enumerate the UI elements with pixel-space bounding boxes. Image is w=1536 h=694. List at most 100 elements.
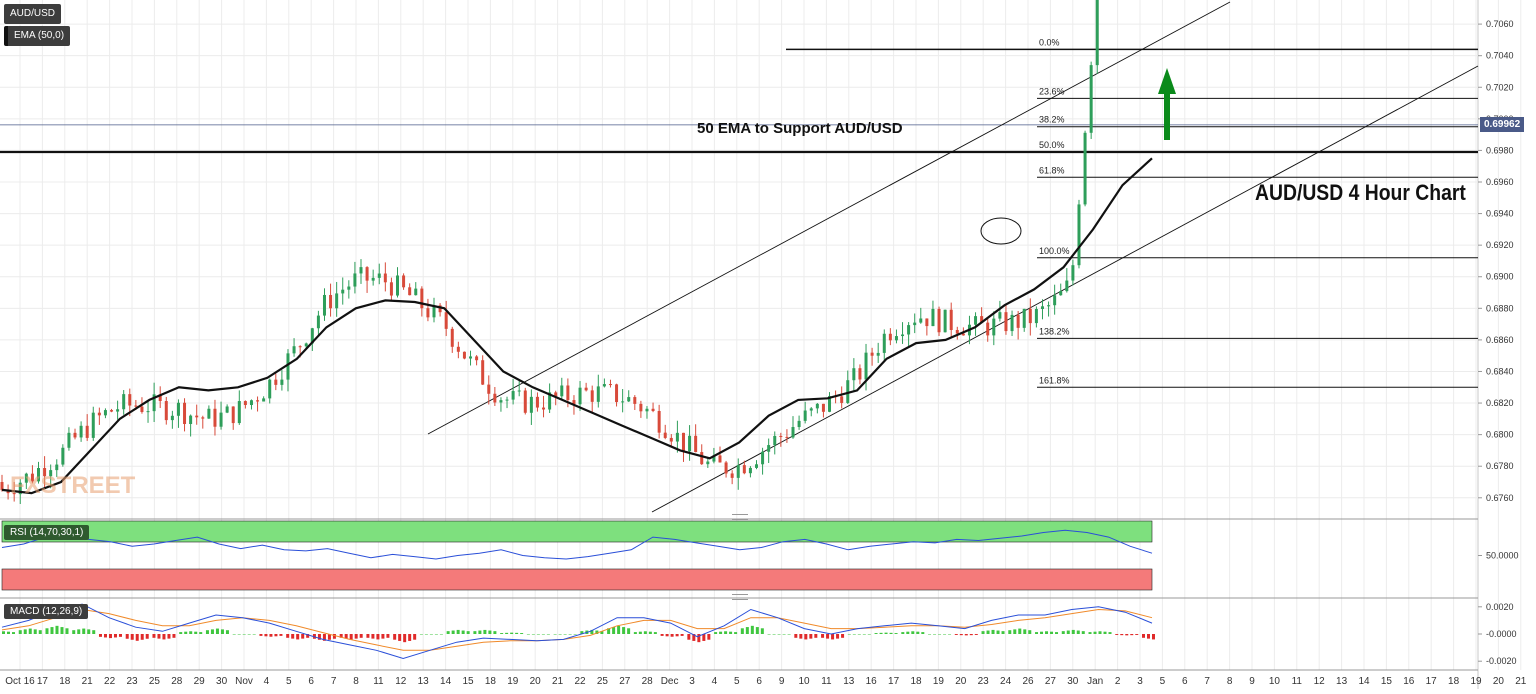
x-tick-label: 7 xyxy=(331,676,337,687)
macd-histogram-bar xyxy=(510,632,514,634)
candle xyxy=(55,459,59,478)
x-tick-label: 9 xyxy=(1249,676,1255,687)
y-tick-label: 0.6820 xyxy=(1486,398,1514,408)
x-tick-label: 20 xyxy=(1493,676,1505,687)
macd-histogram-bar xyxy=(456,629,460,634)
macd-histogram-bar xyxy=(194,631,198,634)
macd-histogram-bar xyxy=(906,631,910,634)
fib-level-label: 100.0% xyxy=(1039,246,1070,256)
x-tick-label: 16 xyxy=(866,676,878,687)
macd-histogram-bar xyxy=(607,628,611,634)
macd-histogram-bar xyxy=(483,629,487,634)
candle xyxy=(639,400,643,418)
candle xyxy=(669,434,673,448)
candle xyxy=(688,425,692,461)
y-tick-label: 0.7020 xyxy=(1486,82,1514,92)
x-tick-label: 3 xyxy=(1137,676,1143,687)
macd-tick-label: 0.0020 xyxy=(1486,602,1514,612)
symbol-label[interactable]: AUD/USD xyxy=(4,4,62,24)
candle xyxy=(736,458,740,490)
macd-histogram-bar xyxy=(921,632,925,634)
candle xyxy=(158,386,162,409)
macd-histogram-bar xyxy=(660,634,664,636)
macd-histogram-bar xyxy=(1130,634,1134,636)
macd-histogram-bar xyxy=(237,634,241,635)
candle xyxy=(1077,199,1081,269)
macd-histogram-bar xyxy=(157,634,161,639)
macd-histogram-bar xyxy=(306,634,310,638)
y-tick-label: 0.6960 xyxy=(1486,177,1514,187)
rsi-resize-handle[interactable] xyxy=(732,514,748,520)
candle xyxy=(359,259,363,284)
macd-histogram-bar xyxy=(1055,632,1059,634)
macd-histogram-bar xyxy=(724,631,728,634)
candle xyxy=(432,297,436,323)
candle xyxy=(481,355,485,386)
x-tick-label: 21 xyxy=(1515,676,1527,687)
macd-histogram-bar xyxy=(7,631,10,634)
macd-histogram-bar xyxy=(77,629,81,634)
candle xyxy=(256,396,260,412)
candle xyxy=(645,406,649,419)
macd-histogram-bar xyxy=(680,634,684,636)
candle xyxy=(280,370,284,391)
macd-histogram-bar xyxy=(901,632,905,634)
macd-histogram-bar xyxy=(767,634,771,635)
macd-histogram-bar xyxy=(612,627,616,634)
fib-level-label: 38.2% xyxy=(1039,115,1065,125)
macd-histogram-bar xyxy=(247,634,251,635)
candle xyxy=(262,396,266,402)
y-tick-label: 0.6800 xyxy=(1486,430,1514,440)
macd-histogram-bar xyxy=(862,634,866,635)
macd-histogram-bar xyxy=(600,631,604,634)
macd-histogram-bar xyxy=(568,634,572,635)
candle xyxy=(1022,308,1026,332)
macd-histogram-bar xyxy=(403,634,407,643)
macd-histogram-bar xyxy=(809,634,813,639)
candle xyxy=(523,387,527,415)
ema-indicator-label[interactable]: EMA (50,0) xyxy=(4,26,71,46)
x-tick-label: 18 xyxy=(59,676,71,687)
candle xyxy=(487,375,491,405)
macd-histogram-bar xyxy=(317,634,321,640)
rsi-panel-label[interactable]: RSI (14,70,30,1) xyxy=(4,525,90,540)
candle xyxy=(590,385,594,414)
macd-histogram-bar xyxy=(580,631,584,634)
macd-histogram-bar xyxy=(879,632,883,634)
candle xyxy=(894,329,898,344)
candle xyxy=(110,408,114,413)
x-tick-label: 7 xyxy=(1204,676,1210,687)
candle xyxy=(505,396,509,409)
macd-histogram-bar xyxy=(189,631,193,634)
candle xyxy=(901,322,905,344)
candle xyxy=(828,392,832,413)
candle xyxy=(195,404,199,425)
macd-histogram-bar xyxy=(500,633,504,634)
macd-histogram-bar xyxy=(981,631,985,634)
macd-histogram-bar xyxy=(831,634,835,640)
macd-histogram-bar xyxy=(466,631,470,634)
macd-histogram-bar xyxy=(1115,634,1119,635)
candle xyxy=(310,327,314,352)
fib-level-label: 0.0% xyxy=(1039,37,1060,47)
x-tick-label: 14 xyxy=(1358,676,1370,687)
macd-histogram-bar xyxy=(553,634,557,635)
macd-histogram-bar xyxy=(836,634,840,639)
x-tick-label: 20 xyxy=(955,676,967,687)
candle xyxy=(335,281,339,317)
candle xyxy=(201,415,205,429)
macd-histogram-bar xyxy=(755,627,759,634)
macd-histogram-bar xyxy=(259,634,263,636)
macd-panel-label[interactable]: MACD (12,26,9) xyxy=(4,604,89,619)
macd-histogram-bar xyxy=(633,632,637,634)
candle xyxy=(1053,284,1057,315)
candle xyxy=(1028,298,1032,336)
macd-resize-handle[interactable] xyxy=(732,594,748,600)
candle xyxy=(73,428,77,440)
macd-histogram-bar xyxy=(398,634,402,641)
macd-histogram-bar xyxy=(252,634,256,635)
macd-histogram-bar xyxy=(804,634,808,640)
candle xyxy=(24,472,28,490)
macd-histogram-bar xyxy=(162,634,166,640)
candle xyxy=(438,303,442,317)
